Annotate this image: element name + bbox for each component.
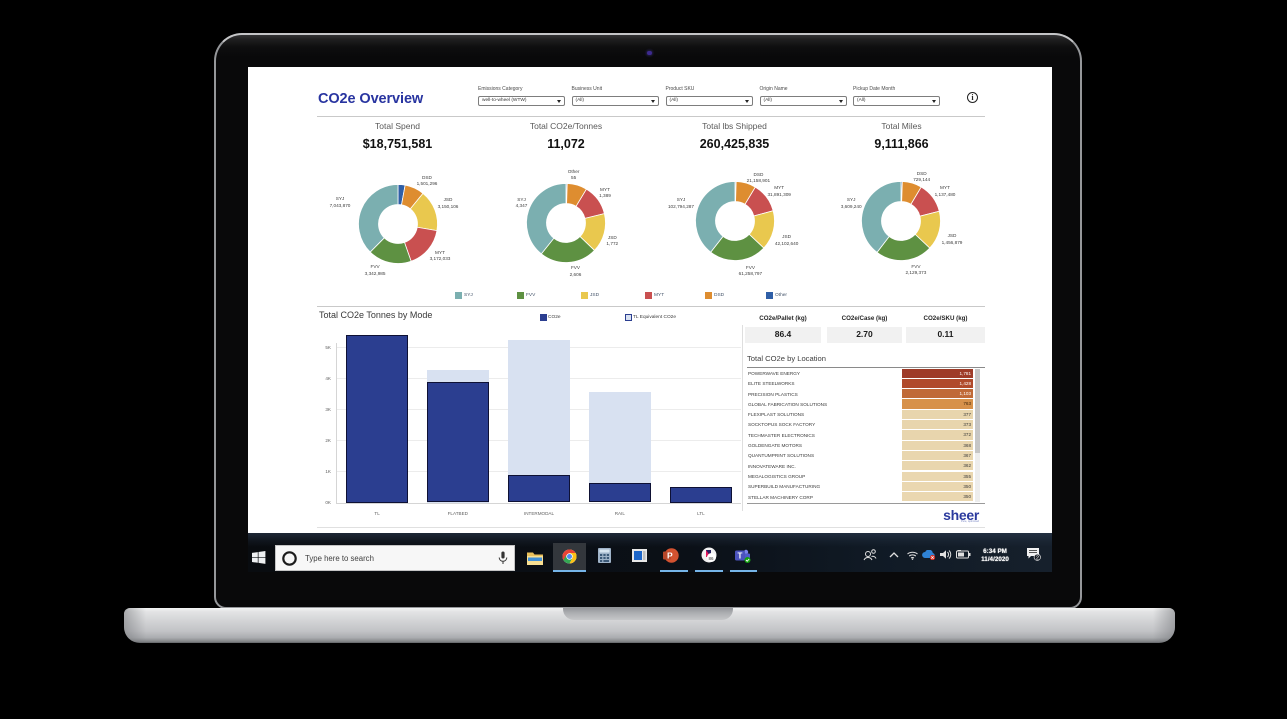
svg-text:86: 86 xyxy=(709,556,715,561)
svg-text:T: T xyxy=(738,552,743,561)
svg-text:P: P xyxy=(667,550,673,560)
svg-text:2: 2 xyxy=(1036,556,1039,562)
